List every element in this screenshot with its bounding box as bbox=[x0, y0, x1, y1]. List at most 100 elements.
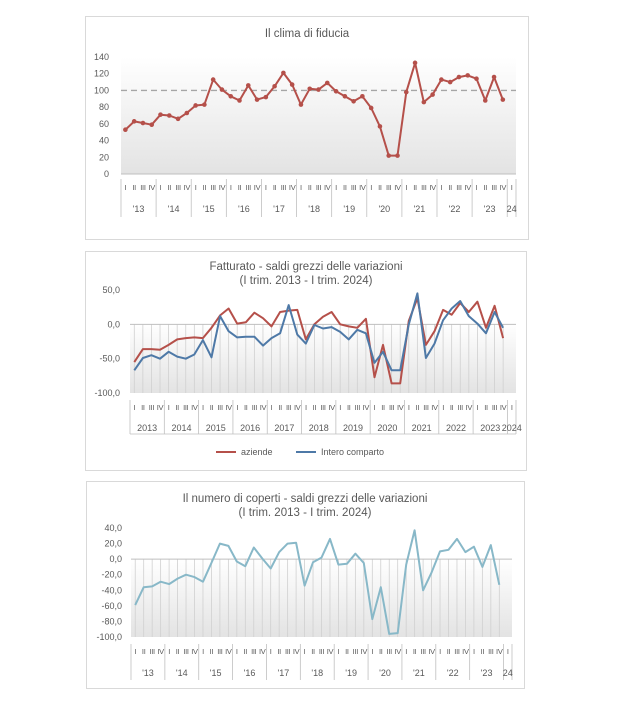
quarter-tick-label: III bbox=[183, 647, 189, 656]
quarter-tick-label: IV bbox=[394, 647, 401, 656]
year-label: '17 bbox=[273, 204, 285, 214]
quarter-tick-label: I bbox=[168, 647, 170, 656]
quarter-tick-label: III bbox=[423, 403, 429, 412]
quarter-tick-label: IV bbox=[148, 183, 155, 192]
data-point bbox=[351, 98, 356, 104]
data-point bbox=[228, 93, 234, 99]
quarter-tick-label: I bbox=[511, 183, 513, 192]
quarter-tick-label: IV bbox=[363, 403, 370, 412]
year-label: '20 bbox=[378, 204, 390, 214]
quarter-tick-label: IV bbox=[157, 403, 164, 412]
quarter-tick-label: IV bbox=[431, 403, 438, 412]
data-point bbox=[403, 89, 409, 95]
data-point bbox=[474, 76, 479, 82]
data-point bbox=[430, 92, 435, 97]
quarter-tick-label: III bbox=[319, 647, 325, 656]
quarter-tick-label: II bbox=[308, 183, 312, 192]
data-point bbox=[456, 74, 462, 80]
data-point bbox=[149, 122, 155, 127]
y-tick-label: 0,0 bbox=[107, 319, 120, 329]
data-point bbox=[395, 153, 400, 158]
year-label: 2017 bbox=[274, 423, 294, 433]
year-label: '23 bbox=[481, 668, 493, 678]
quarter-tick-label: I bbox=[440, 183, 442, 192]
quarter-tick-label: III bbox=[246, 183, 252, 192]
quarter-tick-label: II bbox=[244, 647, 248, 656]
year-label: '15 bbox=[210, 668, 222, 678]
quarter-tick-label: II bbox=[210, 647, 214, 656]
quarter-tick-label: I bbox=[168, 403, 170, 412]
quarter-tick-label: II bbox=[203, 183, 207, 192]
quarter-tick-label: IV bbox=[361, 647, 368, 656]
y-tick-label: -100,0 bbox=[94, 388, 120, 398]
quarter-tick-label: IV bbox=[464, 183, 471, 192]
quarter-tick-label: III bbox=[389, 403, 395, 412]
quarter-tick-label: III bbox=[420, 647, 426, 656]
data-point bbox=[202, 102, 207, 107]
quarter-tick-label: IV bbox=[225, 647, 232, 656]
quarter-tick-label: III bbox=[386, 183, 392, 192]
quarter-tick-label: I bbox=[473, 647, 475, 656]
year-label: 2021 bbox=[412, 423, 432, 433]
quarter-tick-label: II bbox=[132, 183, 136, 192]
year-label: '16 bbox=[238, 204, 250, 214]
quarter-tick-label: I bbox=[305, 403, 307, 412]
data-point bbox=[491, 74, 497, 80]
year-label: '13 bbox=[142, 668, 154, 678]
quarter-tick-label: IV bbox=[225, 403, 232, 412]
year-label: 2014 bbox=[171, 423, 191, 433]
data-point bbox=[368, 105, 374, 111]
series-line-0 bbox=[133, 297, 505, 385]
quarter-tick-label: IV bbox=[397, 403, 404, 412]
quarter-tick-label: II bbox=[481, 647, 485, 656]
year-label: '22 bbox=[449, 204, 461, 214]
quarter-tick-label: IV bbox=[429, 183, 436, 192]
quarter-tick-label: I bbox=[374, 403, 376, 412]
quarter-tick-label: II bbox=[141, 403, 145, 412]
data-point bbox=[184, 110, 190, 116]
y-tick-label: 0,0 bbox=[109, 554, 122, 564]
quarter-tick-label: IV bbox=[259, 647, 266, 656]
plot-background bbox=[121, 57, 516, 174]
quarter-tick-label: IV bbox=[496, 647, 503, 656]
y-tick-label: 120 bbox=[94, 69, 109, 79]
data-point bbox=[412, 60, 418, 66]
series-line-1 bbox=[133, 292, 504, 372]
quarter-tick-label: IV bbox=[254, 183, 261, 192]
quarter-tick-label: III bbox=[488, 647, 494, 656]
data-point bbox=[219, 87, 225, 92]
chart-numero-di-coperti: Il numero di coperti - saldi grezzi dell… bbox=[86, 481, 525, 689]
data-point bbox=[289, 82, 295, 87]
quarter-tick-label: IV bbox=[184, 183, 191, 192]
year-label: 2018 bbox=[309, 423, 329, 433]
chart-1-title: Il clima di fiducia bbox=[265, 28, 350, 40]
y-tick-label: 20,0 bbox=[104, 539, 122, 549]
quarter-tick-label: I bbox=[304, 647, 306, 656]
data-point bbox=[465, 73, 471, 78]
year-label: 2024 bbox=[502, 423, 522, 433]
data-point bbox=[316, 87, 321, 92]
quarter-tick-label: III bbox=[355, 403, 361, 412]
quarter-tick-label: II bbox=[416, 403, 420, 412]
quarter-tick-label: I bbox=[405, 183, 407, 192]
quarter-tick-label: II bbox=[345, 647, 349, 656]
year-label: '21 bbox=[413, 668, 425, 678]
chart-clima-di-fiducia: Il clima di fiducia 0 20 40 60 80 100 120 140 I I… bbox=[85, 16, 529, 240]
y-tick-label: 80 bbox=[99, 102, 109, 112]
quarter-tick-label: I bbox=[335, 183, 337, 192]
quarter-tick-label: II bbox=[378, 183, 382, 192]
quarter-tick-label: III bbox=[387, 647, 393, 656]
quarter-tick-label: IV bbox=[157, 647, 164, 656]
year-label: '23 bbox=[484, 204, 496, 214]
series-line-0 bbox=[134, 529, 501, 635]
data-point bbox=[377, 124, 383, 129]
quarter-tick-label: II bbox=[277, 647, 281, 656]
quarter-tick-label: IV bbox=[219, 183, 226, 192]
quarter-tick-label: III bbox=[458, 403, 464, 412]
year-label: '22 bbox=[447, 668, 459, 678]
y-tick-label: -80,0 bbox=[101, 616, 122, 626]
year-label: '15 bbox=[203, 204, 215, 214]
quarter-tick-label: IV bbox=[359, 183, 366, 192]
year-label: '17 bbox=[278, 668, 290, 678]
quarter-tick-label: I bbox=[442, 403, 444, 412]
